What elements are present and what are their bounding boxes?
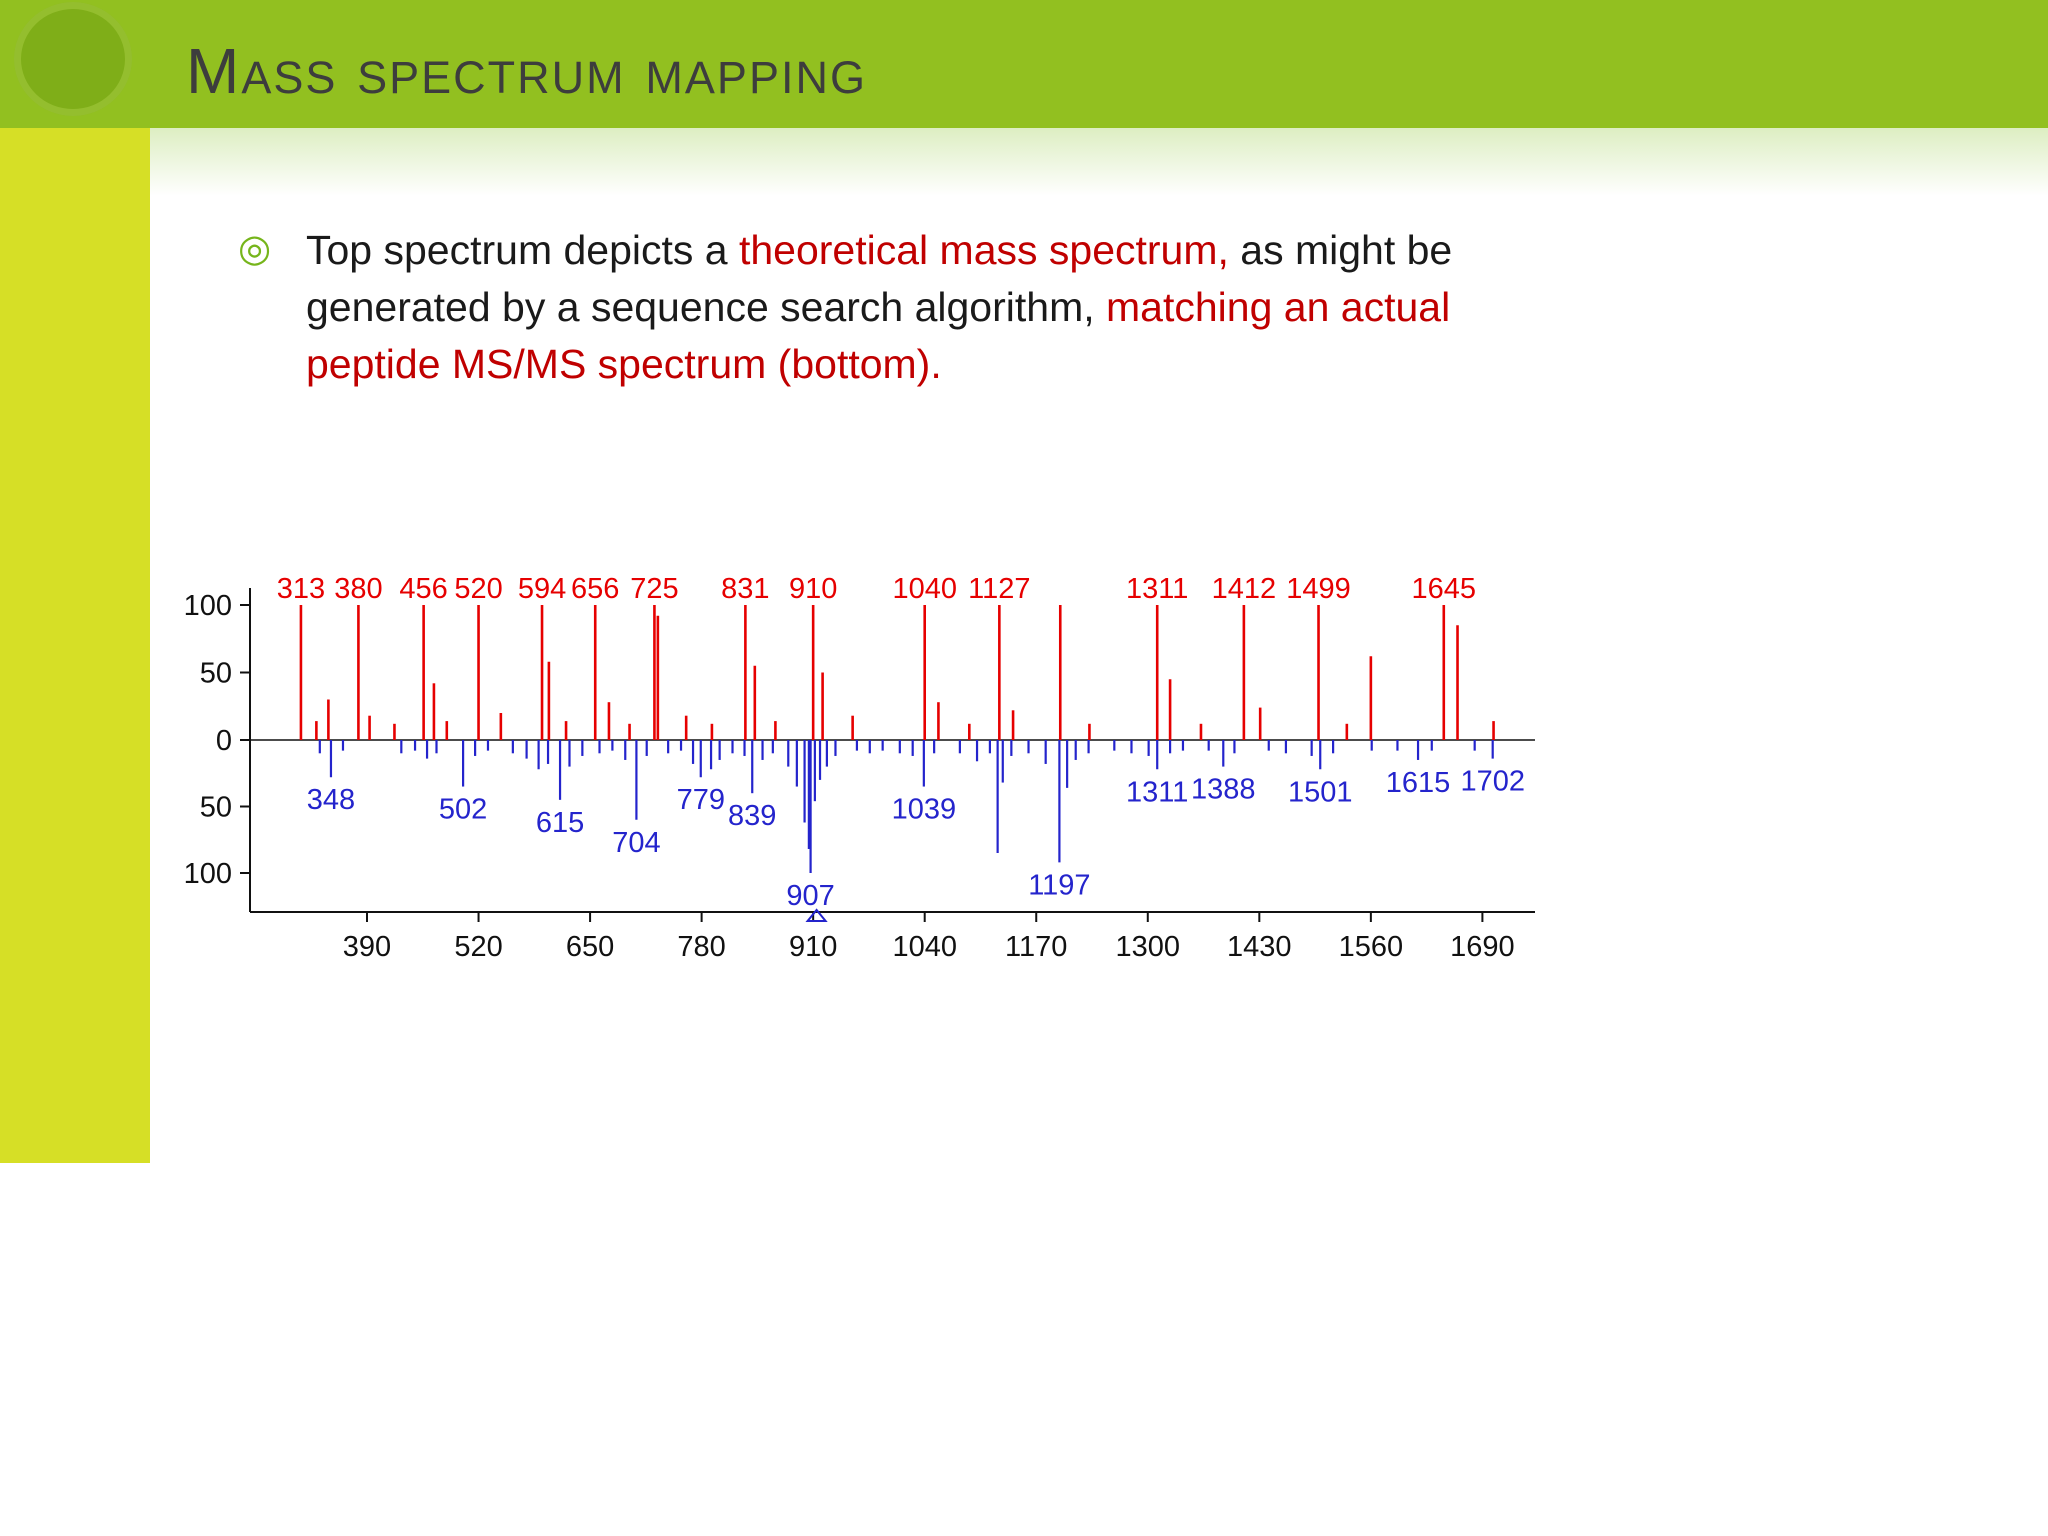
theoretical-peak-label: 594 <box>518 573 566 605</box>
bullet-text: Top spectrum depicts a theoretical mass … <box>306 222 1556 393</box>
x-tick-label: 1690 <box>1450 931 1515 963</box>
theoretical-peak-label: 1127 <box>968 573 1030 605</box>
bullet-text-segment: Top spectrum depicts a <box>306 227 739 273</box>
measured-peak-label: 1702 <box>1460 766 1525 798</box>
measured-peak-label: 502 <box>439 794 487 826</box>
measured-peak-label: 1197 <box>1028 869 1090 901</box>
x-tick-label: 390 <box>343 931 391 963</box>
y-tick-label: 100 <box>184 858 232 890</box>
bullet-text-segment: as might be generated by a sequence sear… <box>306 227 1453 330</box>
x-tick-label: 910 <box>789 931 837 963</box>
theoretical-peak-label: 1040 <box>892 573 957 605</box>
y-tick-label: 50 <box>200 658 232 690</box>
measured-peak-label: 839 <box>728 800 776 832</box>
measured-peak-label: 348 <box>307 784 355 816</box>
measured-peak-label: 615 <box>536 807 584 839</box>
x-tick-label: 1040 <box>892 931 957 963</box>
measured-peak-label: 1388 <box>1191 774 1256 806</box>
header-gradient <box>150 128 2048 196</box>
y-tick-label: 50 <box>200 792 232 824</box>
theoretical-peak-label: 831 <box>721 573 769 605</box>
theoretical-peak-label: 1645 <box>1412 573 1477 605</box>
spectrum-svg: 100 50 0 50 100 390 520 650 780 910 1040 1170 1300 14… <box>184 573 1535 963</box>
theoretical-peak-label: 656 <box>571 573 619 605</box>
measured-peak-label: 704 <box>612 827 660 859</box>
theoretical-peak-label: 456 <box>399 573 447 605</box>
x-tick-label: 520 <box>454 931 502 963</box>
measured-peak-label: 907 <box>786 880 834 912</box>
x-tick-label: 1170 <box>1005 931 1067 963</box>
bullet-text-segment: theoretical mass spectrum, <box>738 227 1229 273</box>
theoretical-peak-label: 1499 <box>1286 573 1351 605</box>
measured-peak-label: 1501 <box>1288 776 1353 808</box>
bullet-text-segment: matching an actual peptide MS/MS spectru… <box>306 284 1451 387</box>
x-tick-label: 780 <box>677 931 725 963</box>
measured-peak-label: 779 <box>677 784 725 816</box>
measured-peak-label: 1039 <box>892 794 957 826</box>
x-tick-label: 650 <box>566 931 614 963</box>
bullet-row: ◎ Top spectrum depicts a theoretical mas… <box>238 222 1568 393</box>
y-tick-label: 0 <box>216 725 232 757</box>
theoretical-peak-label: 313 <box>277 573 325 605</box>
x-tick-label: 1430 <box>1227 931 1292 963</box>
y-tick-label: 100 <box>184 590 232 622</box>
measured-peak-label: 1311 <box>1126 776 1188 808</box>
theoretical-peak-label: 725 <box>630 573 678 605</box>
theoretical-peak-label: 1311 <box>1126 573 1188 605</box>
theoretical-peak-label: 380 <box>334 573 382 605</box>
left-accent-strip <box>0 128 150 1163</box>
theoretical-peak-label: 910 <box>789 573 837 605</box>
header-bar <box>0 0 2048 128</box>
theoretical-peak-label: 1412 <box>1212 573 1277 605</box>
measured-peak-label: 1615 <box>1386 767 1451 799</box>
corner-circle-decoration <box>14 2 132 116</box>
precursor-marker-icon <box>805 908 828 922</box>
spectrum-chart: 100 50 0 50 100 390 520 650 780 910 1040 1170 1300 14… <box>150 550 1600 1000</box>
bullet-icon: ◎ <box>238 228 272 270</box>
page-title: Mass spectrum mapping <box>186 35 867 107</box>
x-tick-label: 1560 <box>1339 931 1404 963</box>
x-tick-label: 1300 <box>1116 931 1181 963</box>
theoretical-peak-label: 520 <box>454 573 502 605</box>
